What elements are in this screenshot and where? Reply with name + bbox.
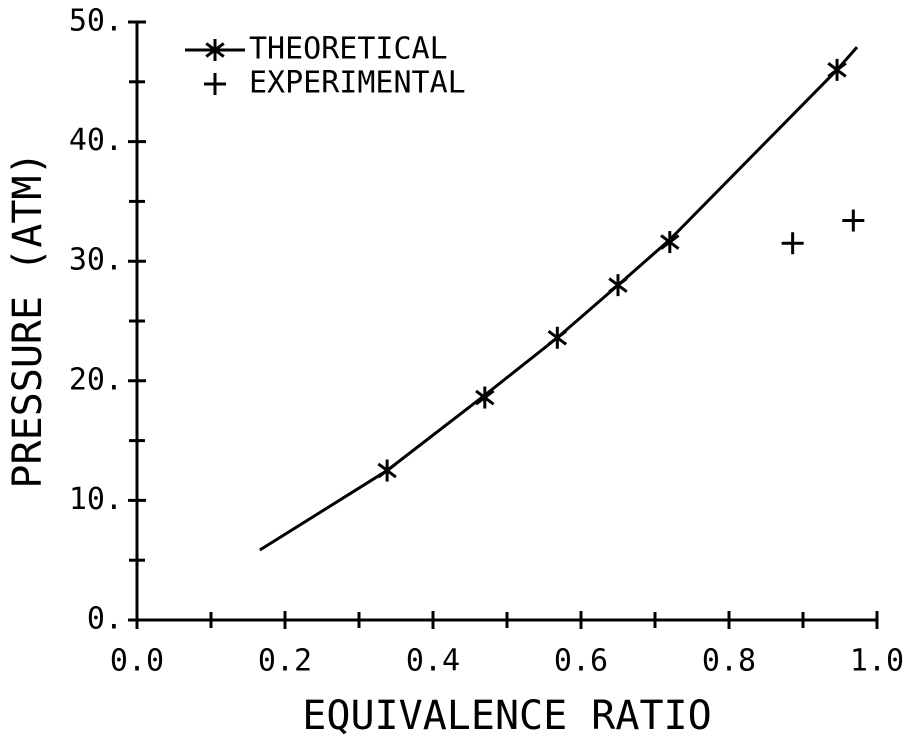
marker-stroke xyxy=(827,62,847,78)
asterisk-marker xyxy=(660,231,680,254)
y-axis-label: PRESSURE (ATM) xyxy=(5,151,51,488)
marker-stroke xyxy=(377,462,397,479)
asterisk-marker xyxy=(827,58,847,81)
legend-label: EXPERIMENTAL xyxy=(249,66,466,101)
x-axis-label: EQUIVALENCE RATIO xyxy=(302,693,711,739)
asterisk-marker xyxy=(547,326,568,349)
marker-stroke xyxy=(547,329,568,346)
x-tick-label: 0.2 xyxy=(258,644,312,679)
marker-stroke xyxy=(608,277,628,293)
legend-label: THEORETICAL xyxy=(249,32,448,67)
y-tick-label: 30. xyxy=(69,243,123,278)
y-tick-label: 0. xyxy=(87,602,123,637)
x-tick-label: 0.0 xyxy=(110,644,164,679)
curve xyxy=(259,46,859,552)
asterisk-marker xyxy=(205,39,225,61)
plus-marker xyxy=(781,232,804,255)
y-tick-label: 40. xyxy=(69,123,123,158)
x-tick-label: 0.8 xyxy=(702,644,756,679)
marker-stroke xyxy=(475,389,495,406)
y-tick-label: 10. xyxy=(69,482,123,517)
x-tick-label: 1.0 xyxy=(850,644,904,679)
x-tick-label: 0.4 xyxy=(406,644,460,679)
asterisk-marker xyxy=(475,386,495,409)
x-tick-label: 0.6 xyxy=(554,644,608,679)
marker-stroke xyxy=(205,42,225,58)
plus-marker xyxy=(842,209,865,232)
y-tick-label: 50. xyxy=(69,4,123,39)
asterisk-marker xyxy=(608,274,628,297)
marker-stroke xyxy=(660,234,680,250)
y-tick-label: 20. xyxy=(69,362,123,397)
plus-marker xyxy=(204,73,226,95)
asterisk-marker xyxy=(377,459,397,482)
